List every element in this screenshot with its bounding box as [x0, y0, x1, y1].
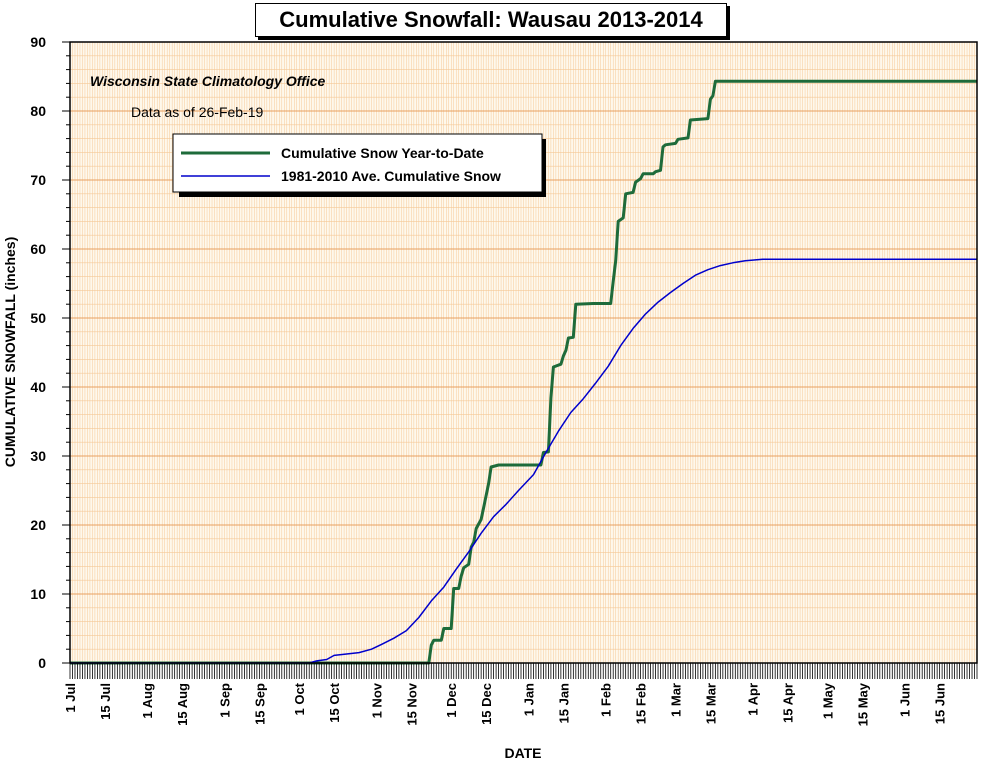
x-tick-label: 1 Aug: [140, 683, 155, 719]
y-tick-label: 80: [30, 103, 46, 119]
x-tick-label: 1 Jul: [63, 683, 78, 713]
x-tick-label: 1 Dec: [444, 683, 459, 718]
x-tick-label: 15 Apr: [781, 683, 796, 723]
source-label: Wisconsin State Climatology Office: [90, 73, 326, 89]
x-tick-label: 1 Sep: [217, 683, 232, 718]
x-tick-label: 1 Jan: [521, 683, 536, 716]
x-tick-label: 1 Nov: [369, 682, 384, 718]
x-tick-label: 15 Jan: [556, 683, 571, 724]
series-line-average: [70, 258, 977, 664]
x-tick-label: 15 Mar: [703, 683, 718, 724]
legend-box: [172, 133, 543, 193]
y-tick-label: 0: [38, 655, 46, 671]
legend-label-snow: Cumulative Snow Year-to-Date: [281, 145, 484, 161]
series-layer: [70, 79, 977, 665]
y-axis: 0 10 20 30 40 50 60 70 80 90: [30, 34, 70, 671]
y-tick-label: 60: [30, 241, 46, 257]
y-tick-label: 50: [30, 310, 46, 326]
x-tick-label: 15 Jul: [98, 683, 113, 720]
x-tick-label: 15 Oct: [327, 682, 342, 722]
x-tick-label: 1 Jun: [898, 683, 913, 717]
y-tick-label: 40: [30, 379, 46, 395]
x-tick-label: 15 Dec: [479, 683, 494, 725]
legend: Cumulative Snow Year-to-Date 1981-2010 A…: [172, 133, 546, 197]
x-axis: 1 Jul 15 Jul 1 Aug 15 Aug 1 Sep 15 Sep 1 Oct 15…: [63, 663, 978, 726]
series-line-snow-ytd: [70, 79, 977, 665]
y-axis-label: CUMULATIVE SNOWFALL (inches): [2, 237, 18, 467]
x-tick-label: 15 May: [855, 682, 870, 726]
x-tick-label: 1 Oct: [292, 682, 307, 715]
x-tick-label: 15 Nov: [404, 682, 419, 725]
x-tick-label: 15 Feb: [634, 683, 649, 724]
x-tick-label: 1 Apr: [746, 683, 761, 716]
chart-title: Cumulative Snowfall: Wausau 2013-2014: [255, 3, 727, 37]
x-axis-label: DATE: [504, 745, 541, 761]
x-tick-label: 15 Aug: [175, 683, 190, 726]
y-tick-label: 10: [30, 586, 46, 602]
data-date-label: Data as of 26-Feb-19: [131, 104, 264, 120]
y-tick-label: 20: [30, 517, 46, 533]
x-tick-label: 15 Sep: [252, 683, 267, 725]
legend-label-average: 1981-2010 Ave. Cumulative Snow: [281, 168, 501, 184]
x-tick-label: 1 May: [820, 682, 835, 719]
y-tick-label: 70: [30, 172, 46, 188]
x-tick-label: 15 Jun: [933, 683, 948, 724]
y-tick-label: 30: [30, 448, 46, 464]
x-tick-label: 1 Feb: [599, 683, 614, 717]
y-tick-label: 90: [30, 34, 46, 50]
x-tick-label: 1 Mar: [668, 683, 683, 717]
